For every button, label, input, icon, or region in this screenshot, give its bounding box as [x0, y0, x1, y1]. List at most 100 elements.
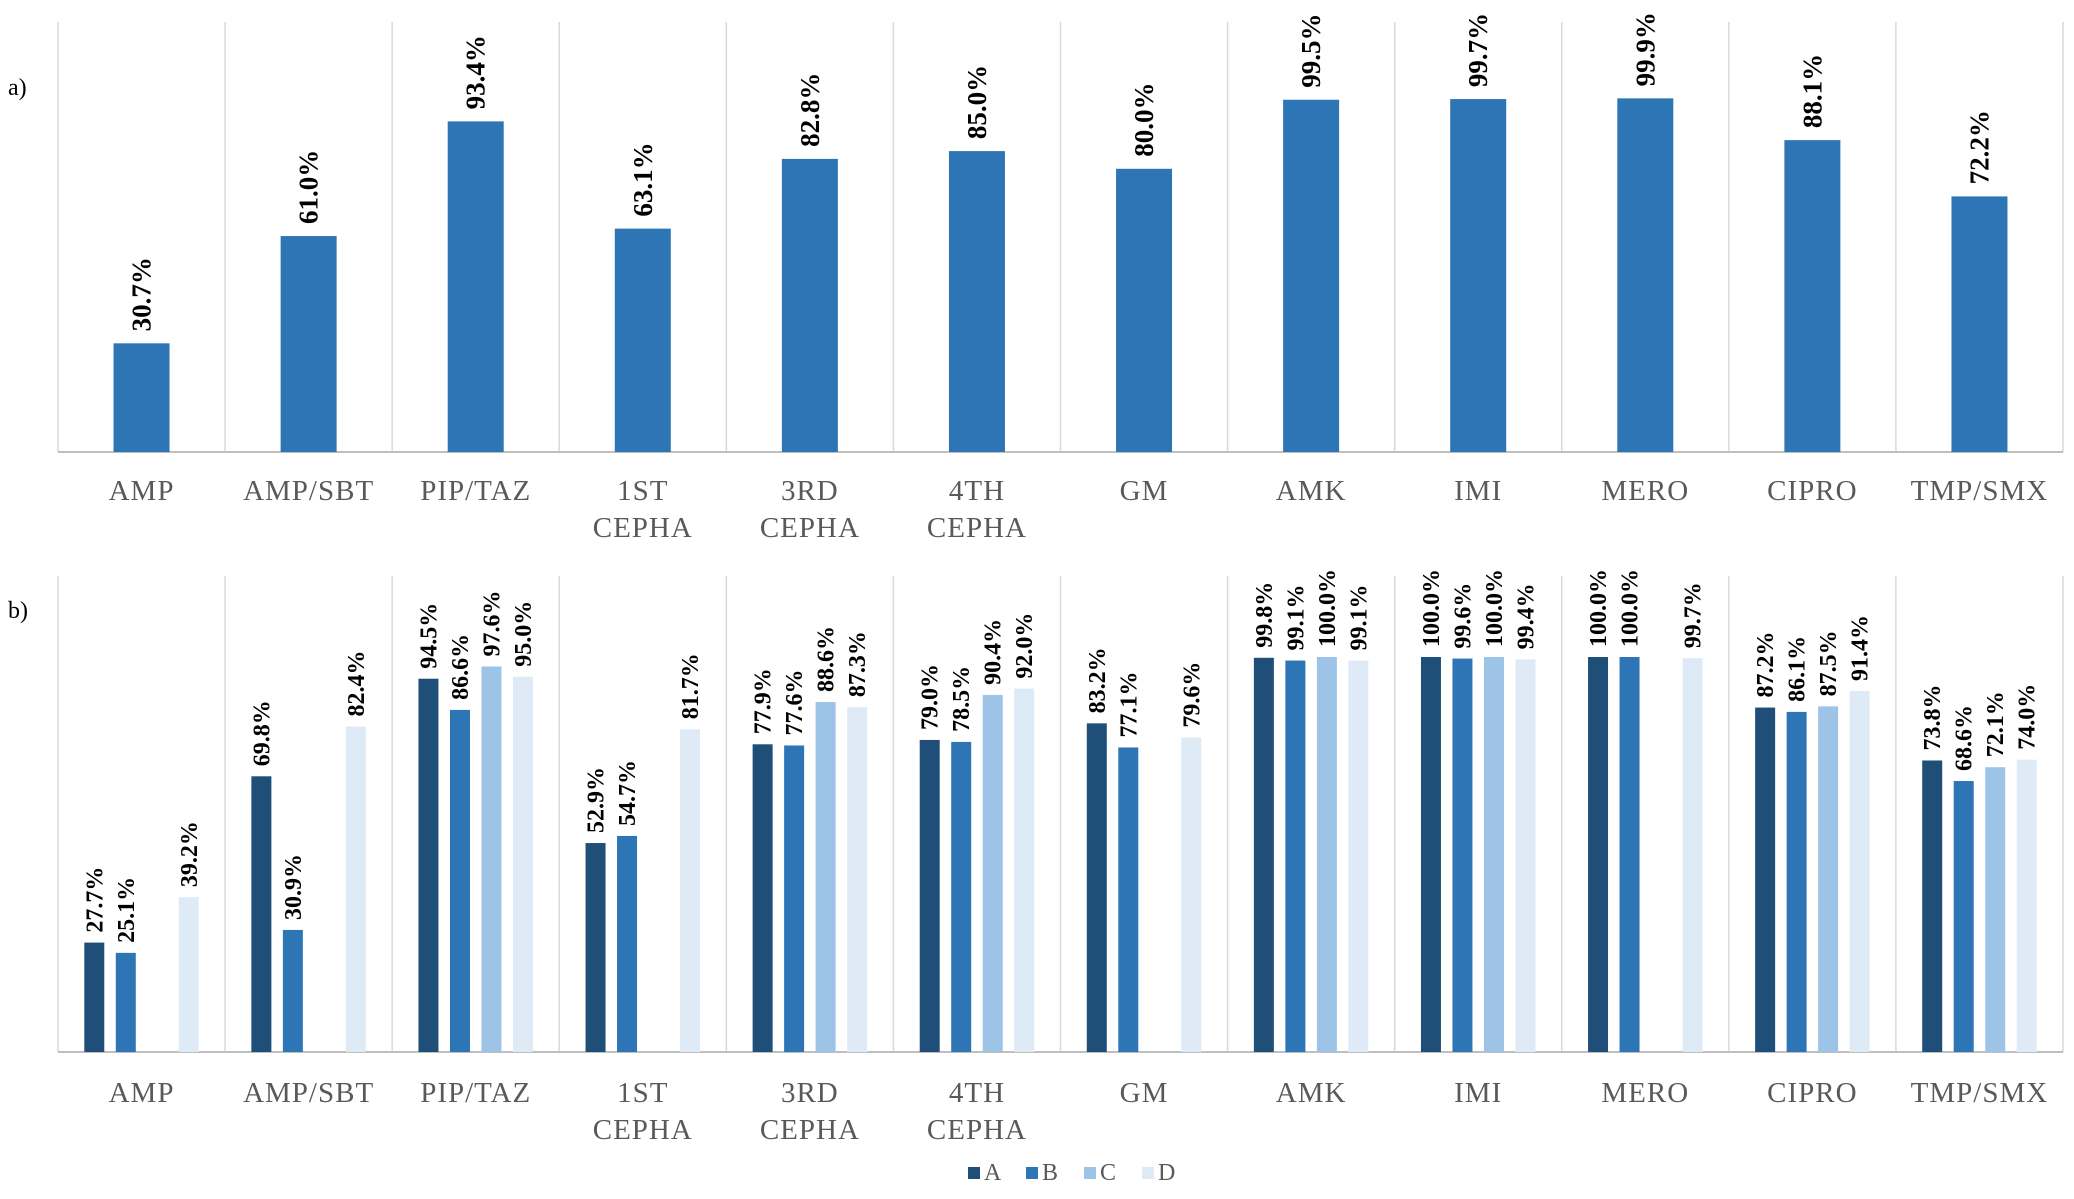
panel-b-data-label: 25.1% [114, 877, 140, 943]
panel-b-category-label: 3RD [781, 1077, 839, 1109]
panel-b-data-label: 77.6% [782, 669, 808, 735]
legend-label-b: B [1042, 1160, 1058, 1186]
panel-b-data-label: 74.0% [2015, 684, 2041, 750]
legend-swatch-a [968, 1167, 980, 1179]
panel-b-bar-a [1755, 707, 1776, 1052]
panel-b-bar-b [1786, 711, 1807, 1052]
panel-a-data-label: 80.0% [1129, 83, 1159, 157]
panel-b-category-label: AMK [1276, 1077, 1347, 1109]
panel-a-bar [1951, 196, 2008, 452]
panel-a-bar [614, 228, 671, 452]
panel-b-bar-d [680, 729, 701, 1052]
panel-b-data-label: 95.0% [511, 601, 537, 667]
panel-b-data-label: 79.6% [1179, 662, 1205, 728]
panel-b-category-label: 1ST [617, 1077, 668, 1109]
panel-b-bar-d [1014, 688, 1035, 1052]
panel-b-bar-b [784, 745, 805, 1052]
panel-a-category-label: AMK [1276, 475, 1347, 507]
panel-b-bar-d [1682, 658, 1703, 1052]
panel-b-data-label: 72.1% [1983, 691, 2009, 757]
panel-b-bar-b [282, 929, 303, 1052]
panel-b-category-label: IMI [1454, 1077, 1502, 1109]
panel-a-category-label: 3RD [781, 475, 839, 507]
panel-b-category-label: PIP/TAZ [420, 1077, 531, 1109]
panel-a-data-label: 99.9% [1630, 12, 1660, 86]
panel-b-bar-d [512, 676, 533, 1052]
panel-a-data-label: 88.1% [1797, 54, 1827, 128]
panel-a-category-label: MERO [1601, 475, 1689, 507]
panel-a-category-label: 1ST [617, 475, 668, 507]
panel-b-bar-c [982, 694, 1003, 1052]
panel-b-bar-a [752, 744, 773, 1052]
panel-a-category-label: CIPRO [1767, 475, 1857, 507]
panel-a-bar [447, 121, 504, 452]
panel-b-data-label: 52.9% [584, 767, 610, 833]
panel-b-bar-b [1619, 657, 1640, 1052]
panel-a-category-label: PIP/TAZ [420, 475, 531, 507]
panel-b-bar-a [1588, 657, 1609, 1052]
panel-b-bar-b [115, 952, 136, 1052]
panel-b-bar-d [2016, 759, 2037, 1052]
panel-a-data-label: 99.5% [1296, 14, 1326, 88]
panel-b-bar-a [1253, 657, 1274, 1052]
panel-a-data-label: 30.7% [127, 257, 157, 331]
panel-b-bar-c [1818, 706, 1839, 1052]
panel-b-bar-b [1452, 658, 1473, 1052]
panel-b-data-label: 83.2% [1085, 647, 1111, 713]
panel-b-bar-a [1420, 657, 1441, 1052]
panel-b-data-label: 97.6% [479, 590, 505, 656]
panel-a-data-label: 85.0% [962, 65, 992, 139]
panel-b-data-label: 92.0% [1012, 613, 1038, 679]
legend-label-c: C [1100, 1160, 1116, 1186]
panel-a-data-label: 72.2% [1964, 110, 1994, 184]
panel-b-category-label: CEPHA [593, 1114, 693, 1146]
panel-b-bar-d [345, 726, 366, 1052]
panel-b-category-label: TMP/SMX [1911, 1077, 2049, 1109]
panel-a-bar [948, 151, 1005, 452]
panel-b-bar-a [1086, 723, 1107, 1052]
legend-label-a: A [984, 1160, 1002, 1186]
legend-swatch-c [1084, 1167, 1096, 1179]
panel-b-bar-c [815, 702, 836, 1052]
panel-b-bar-b [617, 835, 638, 1052]
panel-b-data-label: 77.9% [751, 668, 777, 734]
panel-b-bar-d [178, 897, 199, 1052]
panel-b-data-label: 27.7% [82, 867, 108, 933]
panel-b-bar-b [1285, 660, 1306, 1052]
panel-b-data-label: 86.1% [1785, 636, 1811, 702]
panel-b-category-label: CEPHA [760, 1114, 860, 1146]
panel-b-bar-b [449, 709, 470, 1052]
panel-b-bar-a [84, 942, 105, 1052]
panel-b-data-label: 81.7% [678, 653, 704, 719]
panel-b-bar-b [1118, 747, 1139, 1052]
panel-b-category-label: AMP/SBT [243, 1077, 374, 1109]
panel-b-data-label: 94.5% [416, 603, 442, 669]
panel-a-category-label: IMI [1454, 475, 1502, 507]
panel-b-data-label: 99.8% [1252, 582, 1278, 648]
panel-b-bar-b [1953, 781, 1974, 1052]
panel-b-bar-b [951, 741, 972, 1052]
panel-b-bar-c [1985, 767, 2006, 1052]
panel-a-bar [1450, 99, 1507, 452]
panel-a-bar [1784, 140, 1841, 452]
panel-b-data-label: 77.1% [1116, 671, 1142, 737]
panel-b-category-label: MERO [1601, 1077, 1689, 1109]
panel-a-category-label: 4TH [949, 475, 1005, 507]
panel-b-bar-a [919, 739, 940, 1052]
panel-b-bar-c [481, 666, 502, 1052]
panel-b-data-label: 100.0% [1618, 569, 1644, 647]
panel-b-bar-c [1316, 657, 1337, 1052]
panel-a-data-label: 82.8% [795, 73, 825, 147]
legend-swatch-b [1026, 1167, 1038, 1179]
panel-b-category-label: CEPHA [927, 1114, 1027, 1146]
panel-b-data-label: 79.0% [918, 664, 944, 730]
panel-b-data-label: 100.0% [1482, 569, 1508, 647]
panel-a-data-label: 99.7% [1463, 13, 1493, 87]
panel-b-data-label: 99.1% [1346, 585, 1372, 651]
panel-a-bar [1283, 99, 1340, 453]
panel-b-data-label: 78.5% [949, 666, 975, 732]
panel-b-bar-d [1348, 660, 1369, 1052]
panel-a-category-label: AMP/SBT [243, 475, 374, 507]
panel-a-category-label: CEPHA [927, 512, 1027, 544]
